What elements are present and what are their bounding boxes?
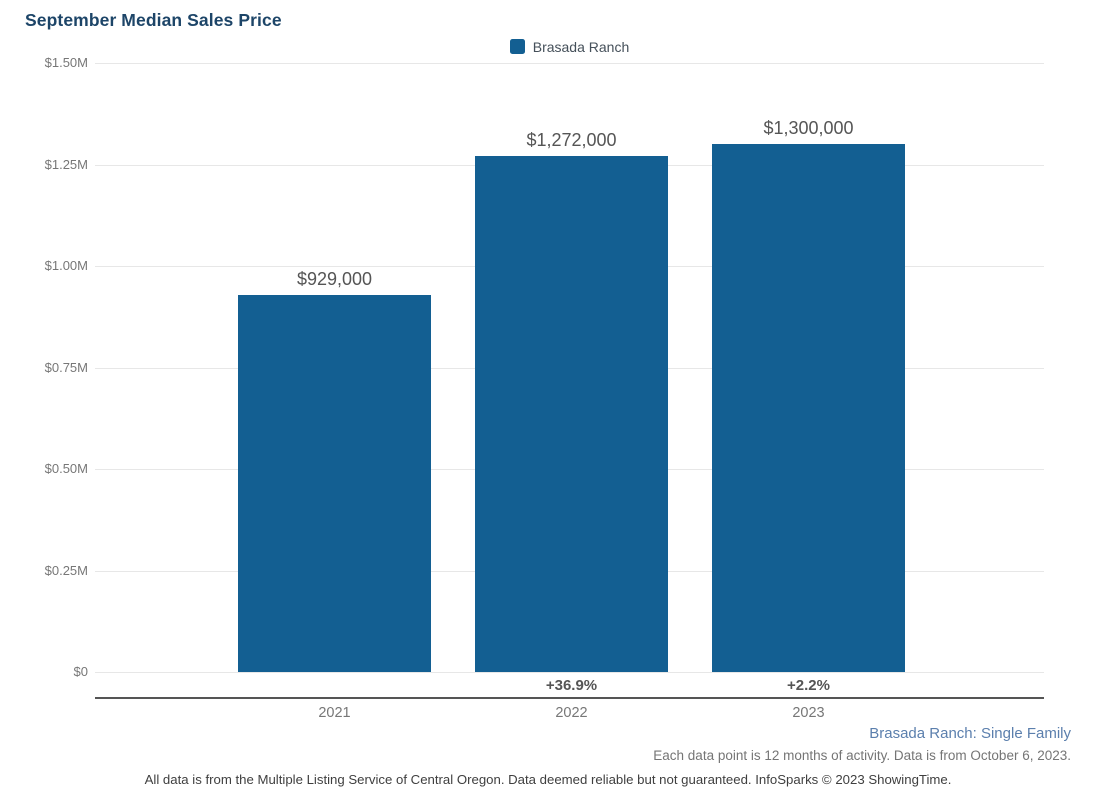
x-tick-label: 2021 (318, 705, 351, 721)
pct-change-label: +2.2% (787, 677, 830, 694)
y-tick-label: $0.50M (44, 461, 88, 476)
x-axis-line (95, 697, 1044, 699)
x-tick-label: 2022 (555, 705, 588, 721)
bar-2022[interactable] (475, 156, 668, 672)
y-tick-label: $0.25M (44, 562, 88, 578)
footer-disclaimer: All data is from the Multiple Listing Se… (144, 772, 952, 787)
pct-change-label: +36.9% (545, 677, 598, 694)
gridline (95, 63, 1044, 64)
x-tick-label: 2023 (792, 705, 825, 721)
bar-value-label: $929,000 (296, 269, 373, 289)
bar-2023[interactable] (712, 144, 905, 672)
bar-value-label: $1,272,000 (526, 130, 617, 150)
y-tick-label: $0 (73, 664, 88, 679)
y-tick-label: $0.75M (44, 359, 88, 375)
y-tick-label: $1.50M (44, 55, 88, 70)
chart-title: September Median Sales Price (25, 10, 282, 30)
footer-series-note: Brasada Ranch: Single Family (869, 725, 1071, 742)
y-tick-label: $1.25M (44, 156, 88, 172)
bar-2021[interactable] (238, 295, 431, 672)
gridline (95, 672, 1044, 673)
legend[interactable]: Brasada Ranch (95, 38, 1044, 55)
y-tick-label: $1.00M (44, 258, 88, 273)
legend-swatch-icon (509, 39, 525, 54)
footer-data-note: Each data point is 12 months of activity… (653, 748, 1071, 763)
legend-label: Brasada Ranch (532, 38, 630, 55)
bar-value-label: $1,300,000 (763, 118, 854, 138)
